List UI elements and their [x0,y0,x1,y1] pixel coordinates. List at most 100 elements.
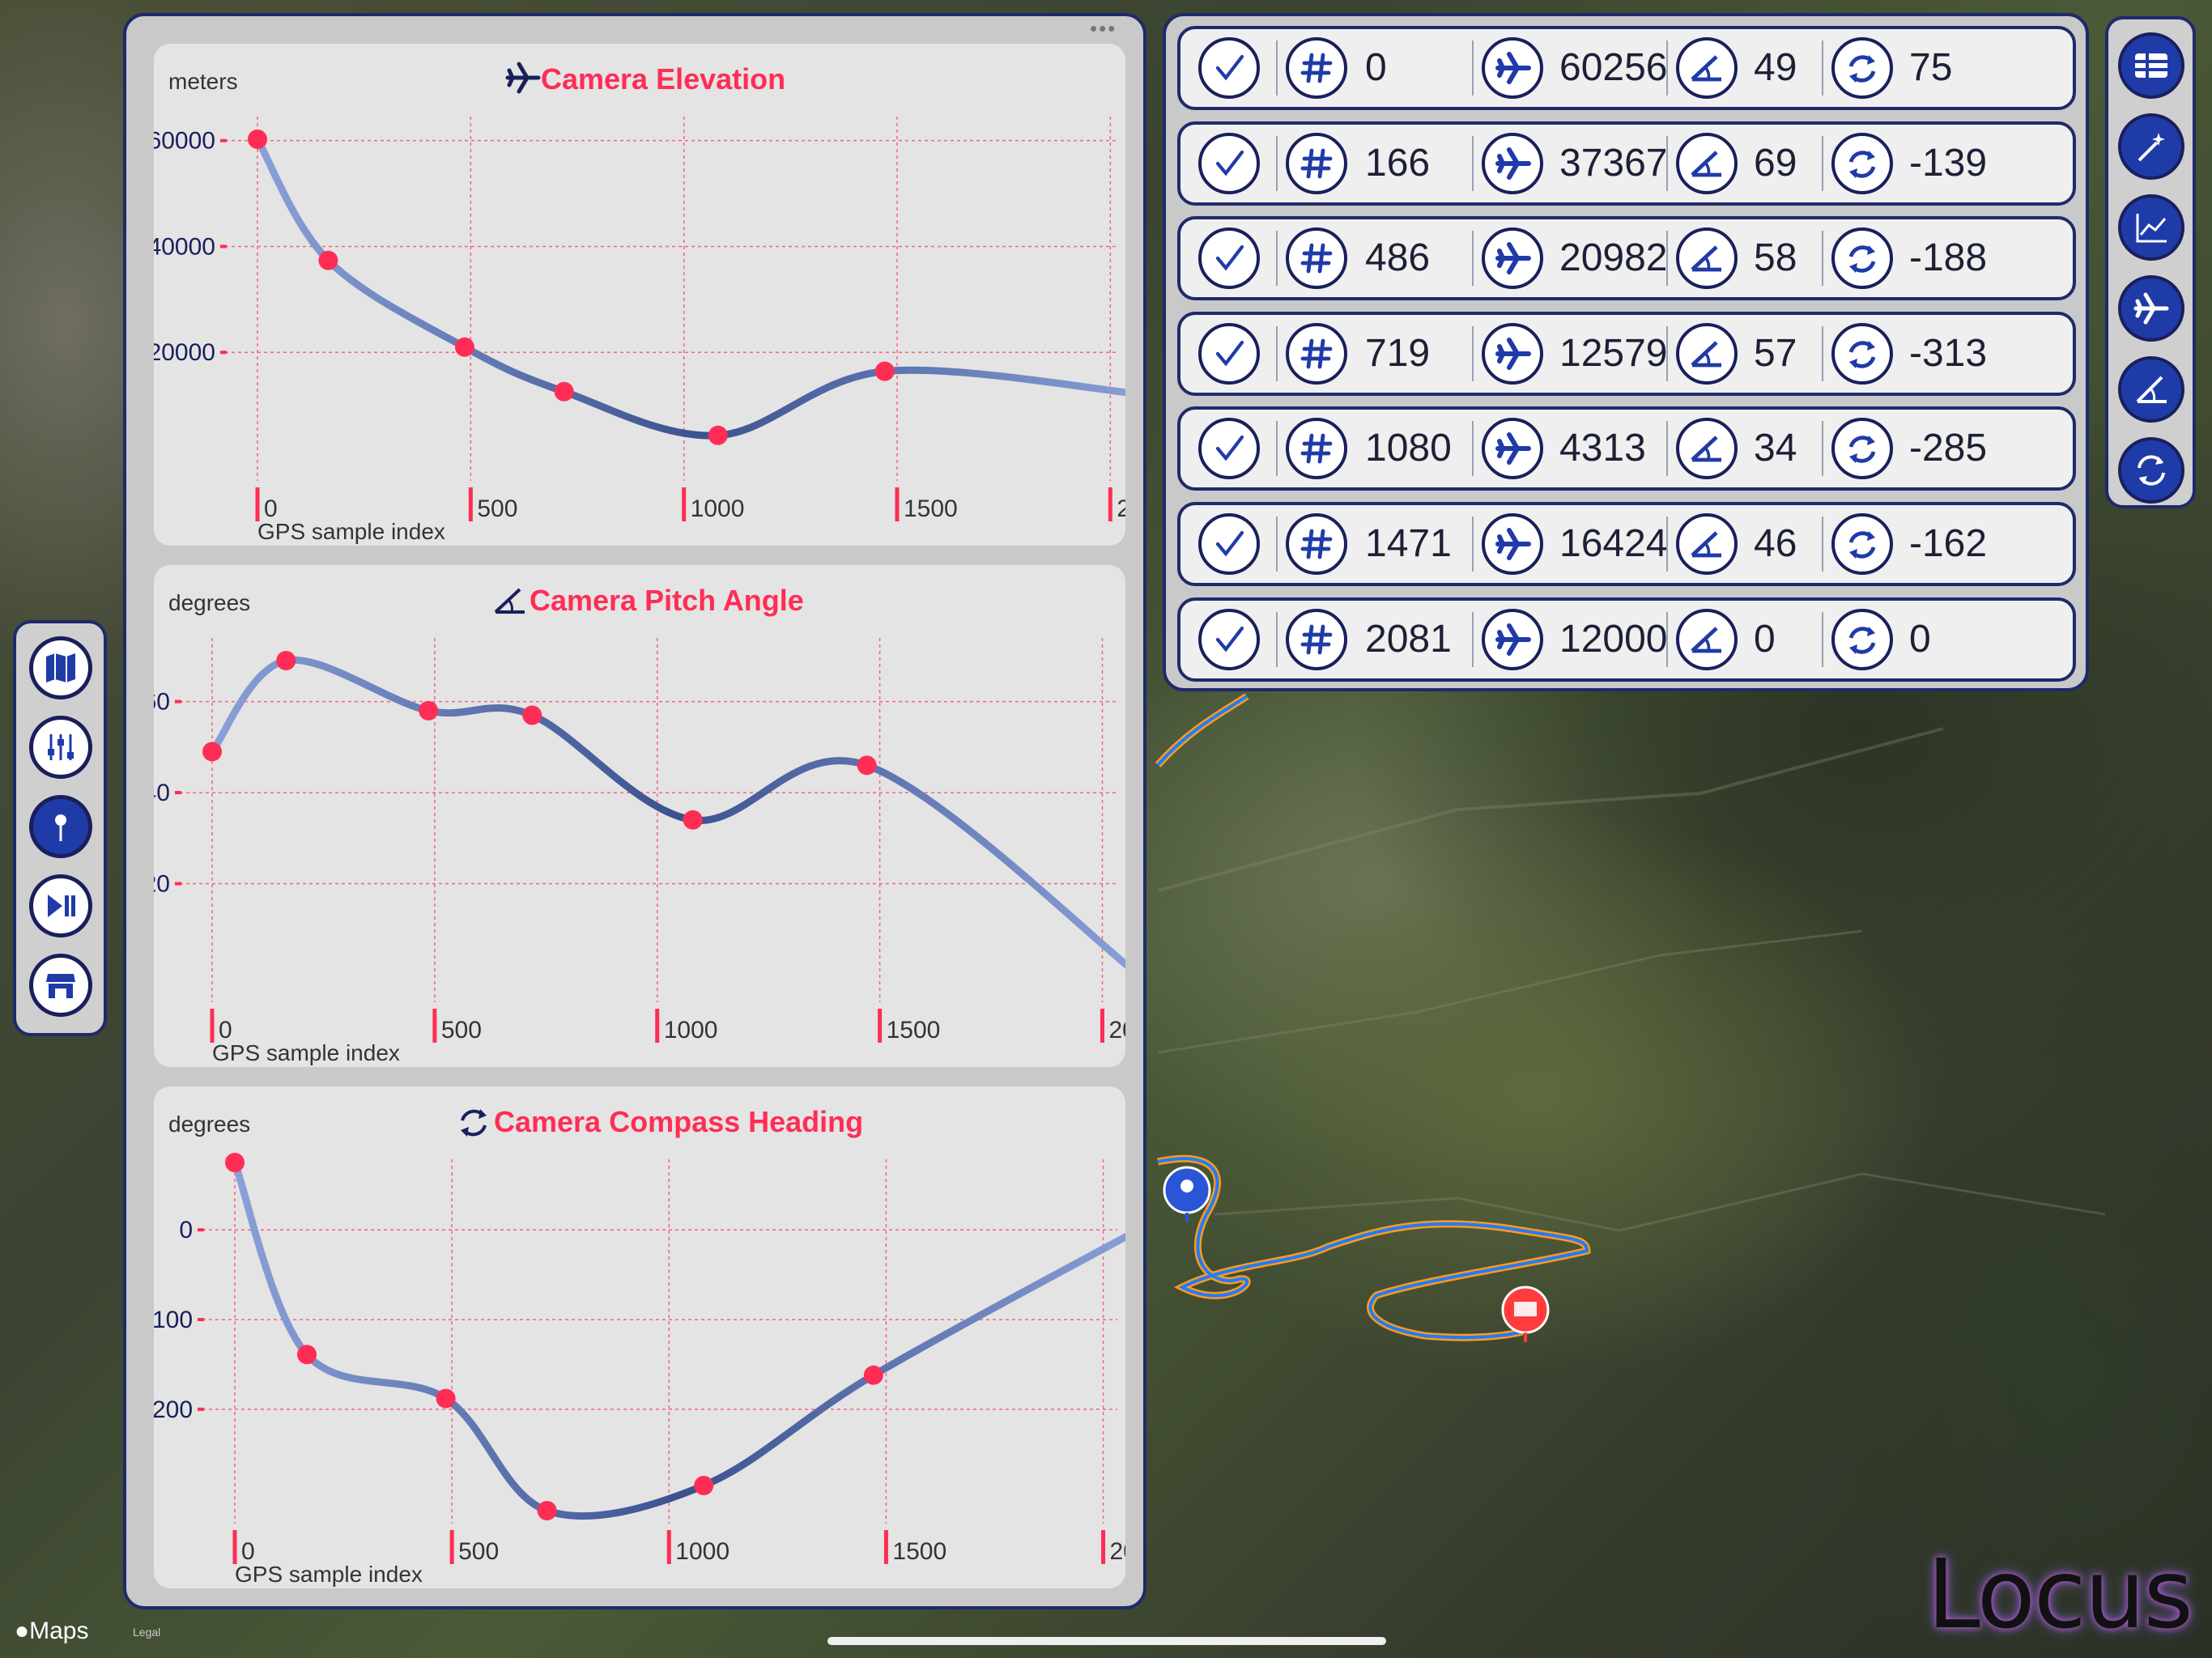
pitch-value: 34 [1754,427,1797,470]
column-divider [1472,325,1474,381]
check-icon[interactable] [1198,227,1260,290]
x-tick-label: 1000 [675,1538,730,1565]
table-row[interactable]: 2081 12000 0 0 [1177,597,2076,682]
left-toolbar [13,620,107,1036]
data-point[interactable] [708,425,728,445]
pitch-value: 46 [1754,522,1797,565]
panel-drag-handle[interactable]: ••• [1090,16,1117,40]
table-row[interactable]: 1080 4313 34 -285 [1177,406,2076,491]
sample-index-value: 1080 [1365,427,1452,470]
elevation-value: 4313 [1559,427,1646,470]
check-icon[interactable] [1198,322,1260,385]
rotate-icon [1831,322,1893,385]
angle-icon [1676,513,1738,575]
table-row[interactable]: 0 60256 49 75 [1177,26,2076,110]
data-point[interactable] [276,651,296,670]
column-divider [1276,40,1278,96]
heading-value: -139 [1909,141,1988,185]
airplane-icon [1482,418,1543,480]
sliders-icon[interactable] [29,716,92,779]
airplane-icon [1482,37,1543,99]
rotate-icon[interactable] [2118,437,2184,504]
pin-icon[interactable] [29,795,92,858]
data-point[interactable] [683,810,703,830]
series-line [253,135,1125,440]
legal-link[interactable]: Legal [133,1626,161,1639]
elevation-value: 37367 [1559,141,1668,185]
pitch-value: 58 [1754,236,1797,280]
data-point[interactable] [874,361,895,381]
data-point[interactable] [297,1345,317,1365]
sample-index-value: 166 [1365,141,1431,185]
y-tick-label: -200 [154,1397,193,1423]
check-icon[interactable] [1198,513,1260,575]
store-icon[interactable] [29,954,92,1017]
maps-attribution: ●Maps [15,1618,89,1644]
hash-icon [1286,418,1347,480]
data-point[interactable] [248,130,267,149]
y-axis-label: degrees [168,1112,250,1137]
series-line [231,1158,1125,1520]
column-divider [1276,611,1278,667]
x-tick-label: 0 [241,1538,255,1565]
pitch-chart-card: degrees Camera Pitch Angle 0 500 1000 1500 20.… [154,565,1125,1067]
heading-chart-card: degrees Camera Compass Heading 0 500 1000 150… [154,1086,1125,1588]
play-pause-icon[interactable] [29,874,92,937]
column-divider [1666,611,1668,667]
start-pin-icon[interactable] [1163,1166,1211,1222]
pitch-value: 0 [1754,617,1776,661]
check-icon[interactable] [1198,132,1260,194]
check-icon[interactable] [1198,418,1260,480]
column-divider [1666,421,1668,477]
rotate-icon [1831,608,1893,670]
rotate-icon [1831,132,1893,194]
table-row[interactable]: 719 12579 57 -313 [1177,311,2076,396]
line-chart-icon[interactable] [2118,194,2184,261]
x-tick-label: 1000 [691,495,745,522]
home-indicator[interactable] [827,1637,1386,1645]
table-row[interactable]: 1471 16424 46 -162 [1177,502,2076,586]
table-icon[interactable] [2118,32,2184,99]
check-icon[interactable] [1198,608,1260,670]
column-divider [1666,40,1668,96]
table-row[interactable]: 166 37367 69 -139 [1177,121,2076,206]
rotate-icon [1831,227,1893,290]
finish-pin-icon[interactable] [1501,1286,1550,1342]
column-divider [1822,517,1823,572]
x-tick-label: 20... [1108,1017,1125,1044]
data-point[interactable] [436,1388,456,1409]
table-row[interactable]: 486 20982 58 -188 [1177,216,2076,301]
data-point[interactable] [863,1365,883,1385]
right-toolbar [2105,16,2196,508]
data-point[interactable] [419,700,439,721]
check-icon[interactable] [1198,37,1260,99]
airplane-icon [1482,132,1543,194]
sparkles-icon[interactable] [2118,113,2184,180]
data-point[interactable] [522,705,542,725]
elevation-value: 16424 [1559,522,1668,565]
airplane-icon[interactable] [2118,275,2184,342]
data-point[interactable] [537,1501,557,1520]
data-point[interactable] [225,1153,245,1172]
data-point[interactable] [318,250,338,270]
column-divider [1666,135,1668,191]
airplane-icon [1482,322,1543,385]
hash-icon [1286,227,1347,290]
elevation-value: 20982 [1559,236,1668,280]
y-axis-label: meters [168,69,238,94]
data-point[interactable] [454,337,474,357]
map-icon[interactable] [29,636,92,699]
data-point[interactable] [857,755,877,776]
pitch-chart: degrees Camera Pitch Angle 0 500 1000 1500 20.… [154,584,1125,1065]
chart-title: Camera Pitch Angle [530,584,804,617]
heading-value: 0 [1909,617,1931,661]
elevation-value: 12579 [1559,331,1668,375]
angle-icon[interactable] [2118,356,2184,423]
data-point[interactable] [694,1475,714,1495]
x-tick-label: 1000 [664,1017,718,1044]
data-point[interactable] [554,381,574,402]
x-tick-label: 1500 [892,1538,946,1565]
data-point[interactable] [202,742,222,762]
elevation-chart-card: meters Camera Elevation 0 500 1000 1500 20... 2… [154,44,1125,546]
